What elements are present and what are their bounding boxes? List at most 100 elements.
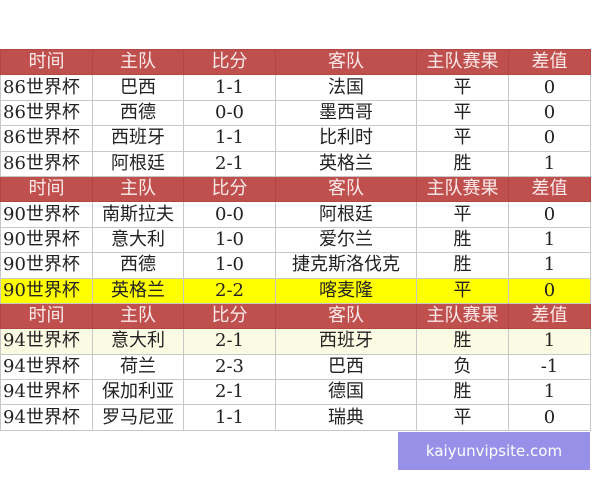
table-cell: 1-0 bbox=[183, 226, 276, 254]
table-cell: 0 bbox=[508, 74, 591, 101]
table-cell: 阿根廷 bbox=[275, 201, 417, 228]
table-cell: 平 bbox=[416, 125, 509, 152]
table-row: 86世界杯 阿根廷 2-1 英格兰胜 1 bbox=[0, 150, 591, 177]
table-cell: 胜 bbox=[416, 226, 509, 254]
table-cell: 1-1 bbox=[183, 74, 276, 101]
column-header: 比分 bbox=[183, 48, 276, 76]
table-cell: 捷克斯洛伐克 bbox=[275, 252, 417, 279]
column-header: 主队赛果 bbox=[416, 302, 509, 330]
table-cell: 瑞典 bbox=[275, 404, 417, 431]
table-cell: 比利时 bbox=[275, 125, 417, 152]
table-cell: 荷兰 bbox=[92, 353, 184, 381]
table-cell: 1 bbox=[508, 252, 591, 279]
table-row: 90世界杯 英格兰 2-2 喀麦隆平 0 bbox=[0, 277, 591, 304]
column-header: 比分 bbox=[183, 175, 276, 203]
table-cell: 2-1 bbox=[183, 328, 276, 355]
table-cell: -1 bbox=[508, 353, 591, 381]
table-cell: 2-3 bbox=[183, 353, 276, 381]
column-header: 时间 bbox=[0, 48, 93, 76]
column-header: 差值 bbox=[508, 48, 591, 76]
table-cell: 意大利 bbox=[92, 226, 184, 254]
table-cell: 1 bbox=[508, 379, 591, 406]
table-cell: 墨西哥 bbox=[275, 99, 417, 127]
table-cell: 86世界杯 bbox=[0, 99, 93, 127]
table-cell: 德国 bbox=[275, 379, 417, 406]
table-cell: 爱尔兰 bbox=[275, 226, 417, 254]
table-cell: 2-1 bbox=[183, 150, 276, 177]
column-header: 主队 bbox=[92, 302, 184, 330]
column-header: 客队 bbox=[275, 302, 417, 330]
table-cell: 巴西 bbox=[92, 74, 184, 101]
table-cell: 平 bbox=[416, 277, 509, 304]
table-cell: 86世界杯 bbox=[0, 74, 93, 101]
table-cell: 胜 bbox=[416, 379, 509, 406]
table-cell: 90世界杯 bbox=[0, 277, 93, 304]
header-row: 时间 主队 比分 客队 主队赛果 差值 bbox=[0, 175, 591, 203]
table-cell: 胜 bbox=[416, 328, 509, 355]
table-cell: 西德 bbox=[92, 252, 184, 279]
table-row: 90世界杯 南斯拉夫 0-0 阿根廷平 0 bbox=[0, 201, 591, 228]
column-header: 客队 bbox=[275, 48, 417, 76]
column-header: 比分 bbox=[183, 302, 276, 330]
column-header: 客队 bbox=[275, 175, 417, 203]
table-cell: 0 bbox=[508, 277, 591, 304]
table-cell: 喀麦隆 bbox=[275, 277, 417, 304]
table-row: 94世界杯 意大利 2-1 西班牙胜 1 bbox=[0, 328, 591, 355]
world-cup-results-table: 时间 主队 比分 客队 主队赛果 差值 86世界杯 巴西 1-1 法国平 0 86世界杯 西德 0-0 墨西… bbox=[0, 48, 591, 431]
table-cell: 90世界杯 bbox=[0, 226, 93, 254]
column-header: 主队赛果 bbox=[416, 175, 509, 203]
table-cell: 平 bbox=[416, 404, 509, 431]
table-cell: 英格兰 bbox=[275, 150, 417, 177]
table-cell: 0-0 bbox=[183, 99, 276, 127]
table-row: 94世界杯 荷兰 2-3 巴西负 -1 bbox=[0, 353, 591, 381]
watermark: kaiyunvipsite.com bbox=[398, 432, 590, 470]
table-cell: 南斯拉夫 bbox=[92, 201, 184, 228]
table-cell: 西班牙 bbox=[92, 125, 184, 152]
table-row: 86世界杯 巴西 1-1 法国平 0 bbox=[0, 74, 591, 101]
table-cell: 保加利亚 bbox=[92, 379, 184, 406]
table-cell: 90世界杯 bbox=[0, 252, 93, 279]
column-header: 时间 bbox=[0, 302, 93, 330]
table-cell: 平 bbox=[416, 201, 509, 228]
table-cell: 1-0 bbox=[183, 252, 276, 279]
table-cell: 平 bbox=[416, 74, 509, 101]
table-cell: 0 bbox=[508, 404, 591, 431]
header-row: 时间 主队 比分 客队 主队赛果 差值 bbox=[0, 48, 591, 76]
table-cell: 胜 bbox=[416, 252, 509, 279]
table-cell: 1-1 bbox=[183, 404, 276, 431]
column-header: 差值 bbox=[508, 175, 591, 203]
table-row: 94世界杯 保加利亚 2-1 德国胜 1 bbox=[0, 379, 591, 406]
table-cell: 2-2 bbox=[183, 277, 276, 304]
table-cell: 86世界杯 bbox=[0, 150, 93, 177]
table-cell: 平 bbox=[416, 99, 509, 127]
table-cell: 90世界杯 bbox=[0, 201, 93, 228]
table-cell: 巴西 bbox=[275, 353, 417, 381]
table-cell: 阿根廷 bbox=[92, 150, 184, 177]
table-row: 86世界杯 西德 0-0 墨西哥平 0 bbox=[0, 99, 591, 127]
table-cell: 西德 bbox=[92, 99, 184, 127]
table-cell: 94世界杯 bbox=[0, 353, 93, 381]
column-header: 时间 bbox=[0, 175, 93, 203]
column-header: 主队 bbox=[92, 175, 184, 203]
table-cell: 法国 bbox=[275, 74, 417, 101]
table-row: 86世界杯 西班牙 1-1 比利时平 0 bbox=[0, 125, 591, 152]
table-cell: 负 bbox=[416, 353, 509, 381]
table-cell: 罗马尼亚 bbox=[92, 404, 184, 431]
table-cell: 0 bbox=[508, 125, 591, 152]
column-header: 主队 bbox=[92, 48, 184, 76]
table-cell: 94世界杯 bbox=[0, 379, 93, 406]
table-cell: 1-1 bbox=[183, 125, 276, 152]
table-cell: 0 bbox=[508, 201, 591, 228]
table-cell: 94世界杯 bbox=[0, 328, 93, 355]
table-cell: 94世界杯 bbox=[0, 404, 93, 431]
table-cell: 0-0 bbox=[183, 201, 276, 228]
table-row: 90世界杯 意大利 1-0 爱尔兰胜 1 bbox=[0, 226, 591, 254]
column-header: 差值 bbox=[508, 302, 591, 330]
table-cell: 86世界杯 bbox=[0, 125, 93, 152]
table-cell: 意大利 bbox=[92, 328, 184, 355]
table-cell: 1 bbox=[508, 226, 591, 254]
table-cell: 1 bbox=[508, 150, 591, 177]
table-row: 90世界杯 西德 1-0 捷克斯洛伐克胜 1 bbox=[0, 252, 591, 279]
table-cell: 英格兰 bbox=[92, 277, 184, 304]
header-row: 时间 主队 比分 客队 主队赛果 差值 bbox=[0, 302, 591, 330]
